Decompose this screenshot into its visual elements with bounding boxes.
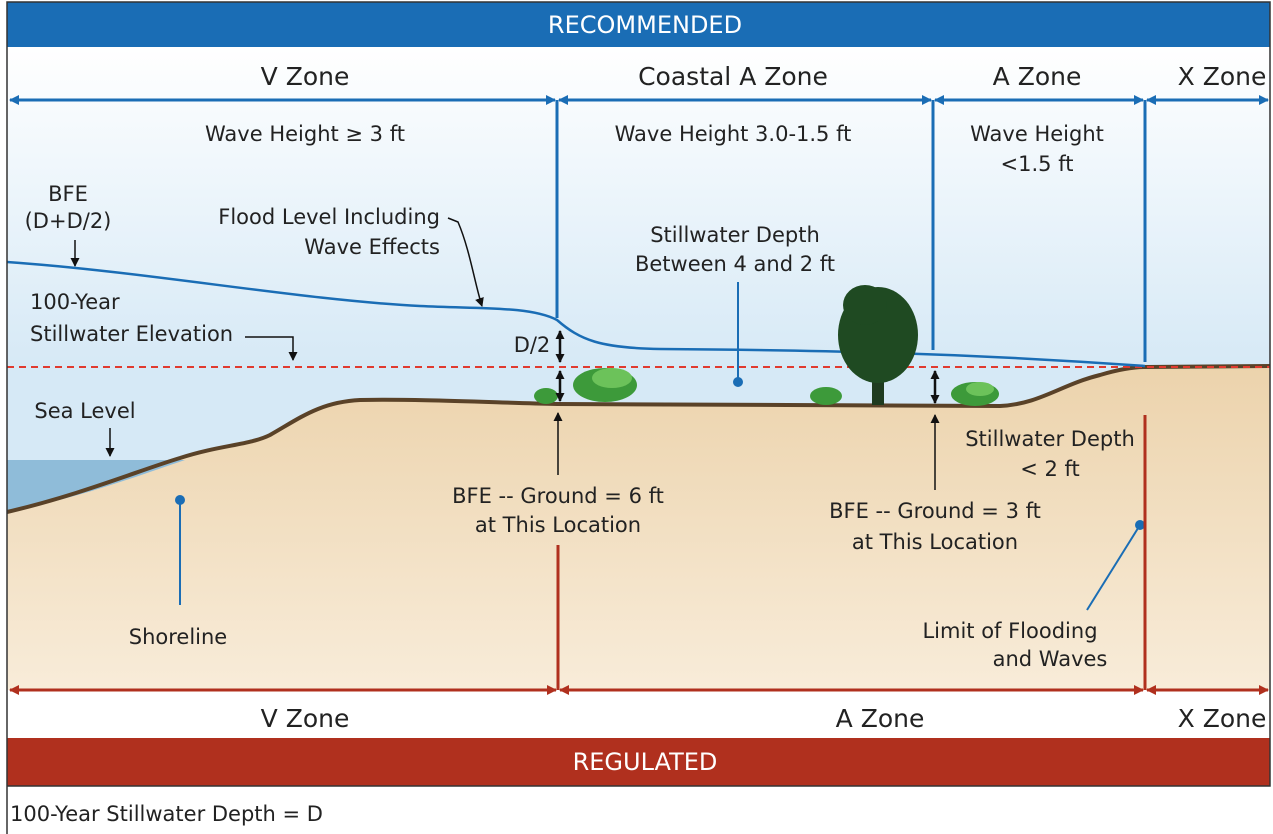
bottom-banner-text: REGULATED bbox=[573, 748, 718, 776]
sky bbox=[7, 47, 1270, 367]
label: Wave Effects bbox=[304, 235, 440, 259]
label: Flood Level Including bbox=[218, 205, 440, 229]
zone-label: A Zone bbox=[836, 704, 925, 733]
wave-height: Wave Height 3.0-1.5 ft bbox=[615, 122, 852, 146]
label: BFE -- Ground = 3 ft bbox=[829, 499, 1041, 523]
label: D/2 bbox=[514, 333, 551, 357]
regulated-arrows bbox=[9, 415, 1269, 695]
wave-height: Wave Height ≥ 3 ft bbox=[205, 122, 405, 146]
label: Stillwater Elevation bbox=[30, 322, 233, 346]
label: < 2 ft bbox=[1020, 457, 1080, 481]
leader bbox=[1086, 524, 1141, 611]
label: at This Location bbox=[852, 530, 1018, 554]
zone-label: A Zone bbox=[993, 62, 1082, 91]
ground bbox=[7, 366, 1270, 690]
label: Stillwater Depth bbox=[965, 427, 1135, 451]
zone-label: X Zone bbox=[1178, 704, 1267, 733]
label: Sea Level bbox=[34, 399, 135, 423]
label: Shoreline bbox=[129, 625, 227, 649]
pointer bbox=[447, 217, 484, 307]
label: (D+D/2) bbox=[25, 209, 112, 233]
label: BFE -- Ground = 6 ft bbox=[452, 484, 664, 508]
recommended-arrows bbox=[9, 95, 1269, 362]
zone-label: X Zone bbox=[1178, 62, 1267, 91]
top-banner bbox=[7, 2, 1270, 47]
zone-label: V Zone bbox=[261, 704, 350, 733]
leader-dot bbox=[733, 377, 743, 387]
label: BFE bbox=[48, 182, 88, 206]
pointer bbox=[245, 336, 298, 361]
vegetation bbox=[534, 285, 999, 406]
footnote: 100-Year Stillwater Depth = D bbox=[10, 802, 323, 826]
label: and Waves bbox=[993, 647, 1108, 671]
label: Stillwater Depth bbox=[650, 223, 820, 247]
zone-label: V Zone bbox=[261, 62, 350, 91]
ground-line bbox=[6, 364, 1271, 514]
frame bbox=[6, 1, 1271, 834]
bottom-strip bbox=[7, 690, 1270, 738]
label: Limit of Flooding bbox=[922, 619, 1097, 643]
wave-height: <1.5 ft bbox=[1001, 152, 1074, 176]
depth-arrows bbox=[555, 330, 940, 404]
wave-height: Wave Height bbox=[970, 122, 1104, 146]
label: at This Location bbox=[475, 513, 641, 537]
label: Between 4 and 2 ft bbox=[635, 252, 835, 276]
zone-label: Coastal A Zone bbox=[638, 62, 828, 91]
top-banner-text: RECOMMENDED bbox=[548, 11, 742, 39]
bottom-banner bbox=[7, 738, 1270, 786]
label: 100-Year bbox=[30, 290, 120, 314]
